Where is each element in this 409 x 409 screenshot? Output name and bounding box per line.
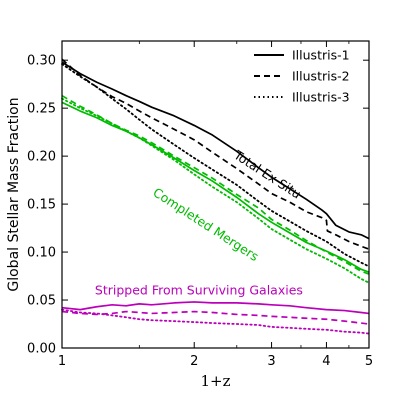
y-axis-title: Global Stellar Mass Fraction bbox=[6, 97, 22, 291]
x-axis-title: 1+z bbox=[200, 372, 230, 390]
axes-layer: 0.00 0.05 0.10 0.15 0.20 0.25 0.30 1 2 3 4 5 1+z Glob… bbox=[6, 40, 373, 390]
axes-frame bbox=[61, 40, 370, 349]
x-tick-label: 4 bbox=[322, 354, 330, 369]
series-line-2 bbox=[61, 63, 370, 268]
series-line-4 bbox=[61, 94, 370, 275]
y-tick-label: 0.05 bbox=[27, 294, 56, 309]
legend-label-1: Illustris-2 bbox=[292, 69, 350, 84]
annotation-2: Stripped From Surviving Galaxies bbox=[95, 282, 303, 297]
x-tick-label: 3 bbox=[267, 354, 275, 369]
y-tick-label: 0.20 bbox=[27, 150, 56, 165]
plot-area bbox=[62, 41, 369, 348]
series-line-6 bbox=[61, 301, 370, 315]
y-tick-label: 0.00 bbox=[27, 342, 56, 357]
y-tick-label: 0.30 bbox=[27, 54, 56, 69]
series-line-3 bbox=[61, 101, 370, 274]
x-tick-label: 1 bbox=[58, 354, 66, 369]
x-tick-label: 5 bbox=[365, 354, 373, 369]
series-line-7 bbox=[61, 310, 370, 325]
plot-background bbox=[62, 41, 369, 348]
y-tick-label: 0.15 bbox=[27, 198, 56, 213]
series-layer bbox=[61, 58, 370, 335]
legend-label-2: Illustris-3 bbox=[292, 90, 350, 105]
y-tick-label: 0.25 bbox=[27, 102, 56, 117]
legend-label-0: Illustris-1 bbox=[292, 48, 350, 63]
series-line-1 bbox=[61, 58, 370, 250]
x-tick-label: 2 bbox=[190, 354, 198, 369]
series-line-0 bbox=[61, 61, 370, 240]
series-line-8 bbox=[61, 308, 370, 335]
y-tick-label: 0.10 bbox=[27, 246, 56, 261]
series-line-5 bbox=[61, 97, 370, 284]
legend: Illustris-1 Illustris-2 Illustris-3 bbox=[254, 48, 350, 105]
